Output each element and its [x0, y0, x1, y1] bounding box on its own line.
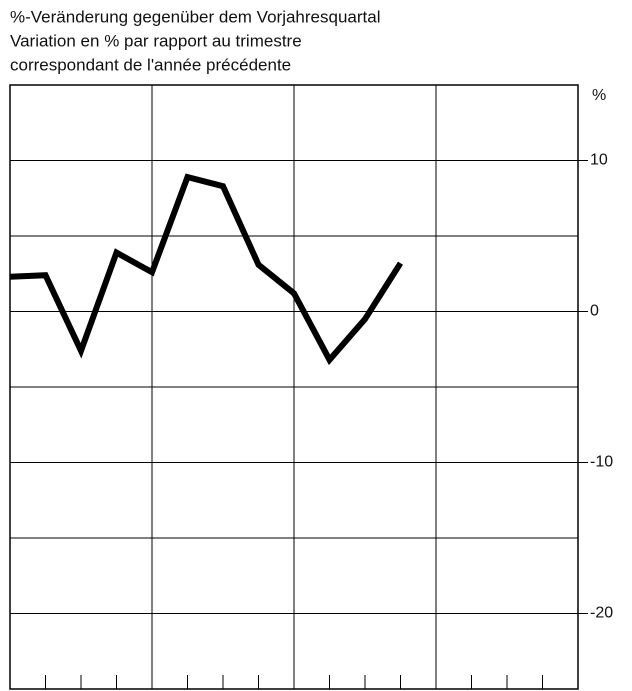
y-tick-label: 0: [590, 303, 599, 320]
y-tick-label: -20: [590, 605, 613, 622]
chart-title: Variation en % par rapport au trimestre: [10, 31, 302, 50]
y-unit: %: [592, 87, 606, 104]
data-line: [9, 173, 404, 366]
y-tick-label: 10: [590, 152, 608, 169]
chart-title: correspondant de l'année précédente: [10, 55, 291, 74]
y-tick-label: -10: [590, 454, 613, 471]
chart-title: %-Veränderung gegenüber dem Vorjahresqua…: [10, 7, 380, 26]
